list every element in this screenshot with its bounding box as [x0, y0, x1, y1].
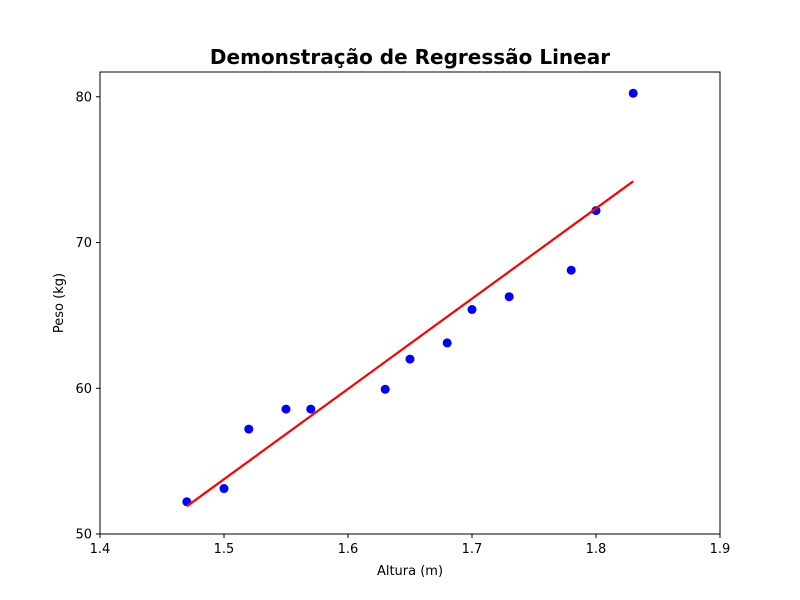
x-tick-label: 1.9 [710, 542, 731, 557]
y-tick-label: 50 [75, 528, 92, 543]
scatter-point [380, 384, 390, 394]
axes-frame [99, 71, 721, 535]
scatter-point [591, 206, 601, 216]
scatter-point [504, 292, 514, 302]
scatter-point [566, 265, 576, 275]
x-tick-label: 1.7 [462, 542, 483, 557]
scatter-point [219, 484, 229, 494]
y-axis-label: Peso (kg) [52, 273, 67, 333]
scatter-point [244, 424, 254, 434]
scatter-point [281, 404, 291, 414]
scatter-point [628, 88, 638, 98]
y-axis: 50 60 70 80 [75, 90, 100, 543]
x-axis-label: Altura (m) [377, 564, 443, 579]
x-tick-label: 1.8 [586, 542, 607, 557]
regression-line [186, 180, 634, 508]
y-tick-label: 60 [75, 382, 92, 397]
y-tick-label: 70 [75, 236, 92, 251]
x-tick-label: 1.6 [338, 542, 359, 557]
x-tick-label: 1.4 [90, 542, 111, 557]
scatter-point [405, 354, 415, 364]
scatter-point [442, 338, 452, 348]
plot-area [182, 88, 638, 508]
scatter-point [467, 305, 477, 315]
y-tick-label: 80 [75, 90, 92, 105]
x-tick-label: 1.5 [214, 542, 235, 557]
scatter-point [306, 404, 316, 414]
x-axis: 1.4 1.5 1.6 1.7 1.8 1.9 [90, 534, 731, 557]
chart-title: Demonstração de Regressão Linear [210, 45, 610, 69]
